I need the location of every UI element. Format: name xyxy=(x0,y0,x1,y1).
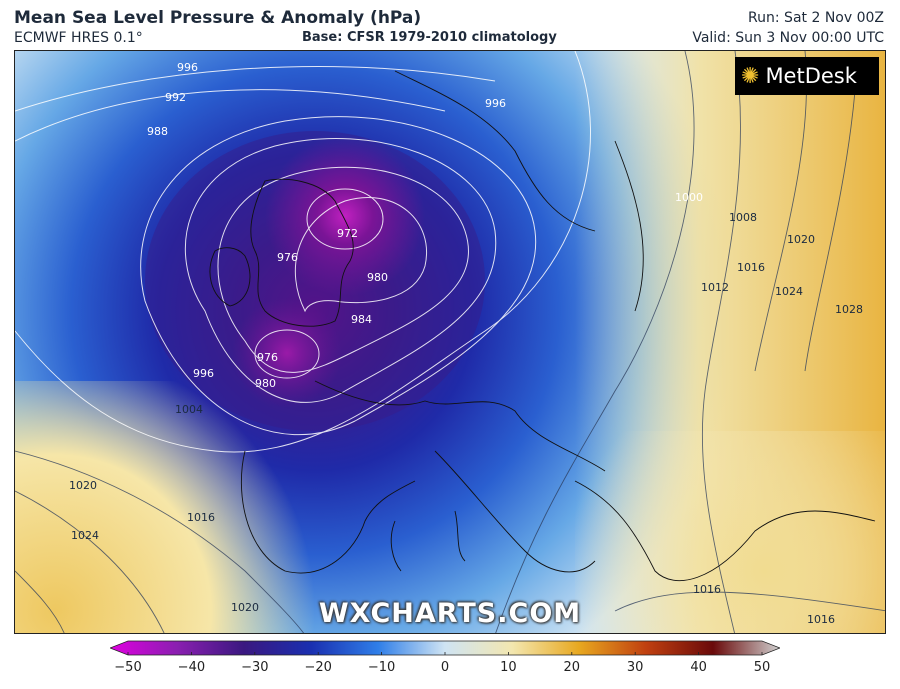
pressure-anomaly-map: 996 992 988 996 972 976 980 984 976 980 … xyxy=(14,50,886,634)
label-1016-e: 1016 xyxy=(807,613,835,626)
label-988: 988 xyxy=(147,125,168,138)
label-1020-sw: 1020 xyxy=(69,479,97,492)
label-1020-ne: 1020 xyxy=(787,233,815,246)
valid-time: Valid: Sun 3 Nov 00:00 UTC xyxy=(692,30,884,46)
isobar-labels-dark: 1004 1008 1016 1012 1020 1024 1028 1020 … xyxy=(69,211,863,626)
model-name: ECMWF HRES 0.1° xyxy=(14,30,143,46)
colorbar-scale xyxy=(108,640,782,656)
colorbar-tick-label: −50 xyxy=(114,660,142,675)
label-976-n: 976 xyxy=(277,251,298,264)
label-1016-n: 1016 xyxy=(737,261,765,274)
map-canvas: 996 992 988 996 972 976 980 984 976 980 … xyxy=(15,51,885,633)
label-1020-s: 1020 xyxy=(231,601,259,614)
colorbar-tick-label: −30 xyxy=(241,660,269,675)
logo-text: MetDesk xyxy=(765,64,857,88)
label-992: 992 xyxy=(165,91,186,104)
watermark: WXCHARTS.COM xyxy=(318,598,582,629)
chart-title: Mean Sea Level Pressure & Anomaly (hPa) xyxy=(14,8,422,28)
run-time: Run: Sat 2 Nov 00Z xyxy=(748,10,884,26)
coastlines xyxy=(209,70,876,582)
metdesk-star-icon: ✺ xyxy=(741,63,760,89)
label-1004: 1004 xyxy=(175,403,203,416)
label-976-s: 976 xyxy=(257,351,278,364)
colorbar-tick-label: −10 xyxy=(367,660,396,675)
label-1012: 1012 xyxy=(701,281,729,294)
colorbar-tick-label: 30 xyxy=(626,660,644,675)
positive-anomaly-southwest xyxy=(15,381,335,633)
label-1016-w: 1016 xyxy=(187,511,215,524)
colorbar-tick-label: 40 xyxy=(690,660,707,675)
label-996-nw: 996 xyxy=(177,61,198,74)
label-1028: 1028 xyxy=(835,303,863,316)
label-1024-sw: 1024 xyxy=(71,529,99,542)
isobars-low xyxy=(15,51,592,453)
label-1024-ne: 1024 xyxy=(775,285,803,298)
label-1000: 1000 xyxy=(675,191,703,204)
label-1016-se: 1016 xyxy=(693,583,721,596)
label-984: 984 xyxy=(351,313,372,326)
colorbar: −50 −40 −30 −20 −10 0 10 20 30 40 50 xyxy=(108,640,782,686)
colorbar-tick-label: 20 xyxy=(563,660,581,675)
isobars-high xyxy=(15,51,885,633)
climatology-base: Base: CFSR 1979-2010 climatology xyxy=(302,30,557,45)
low-center-south xyxy=(232,298,342,408)
label-1008: 1008 xyxy=(729,211,757,224)
positive-anomaly-southeast xyxy=(575,431,885,633)
label-980-s: 980 xyxy=(255,377,276,390)
colorbar-tick-label: 10 xyxy=(500,660,517,675)
colorbar-tick-label: −40 xyxy=(177,660,206,675)
label-996-n: 996 xyxy=(485,97,506,110)
metdesk-logo: ✺ MetDesk xyxy=(735,57,879,95)
low-center-north xyxy=(265,136,425,296)
colorbar-tick-label: −20 xyxy=(304,660,332,675)
label-996-w: 996 xyxy=(193,367,214,380)
colorbar-tick-label: 0 xyxy=(440,660,450,675)
isobar-labels: 996 992 988 996 972 976 980 984 976 980 … xyxy=(147,61,703,390)
label-980-n: 980 xyxy=(367,271,388,284)
colorbar-tick-label: 50 xyxy=(753,660,771,675)
label-972: 972 xyxy=(337,227,358,240)
